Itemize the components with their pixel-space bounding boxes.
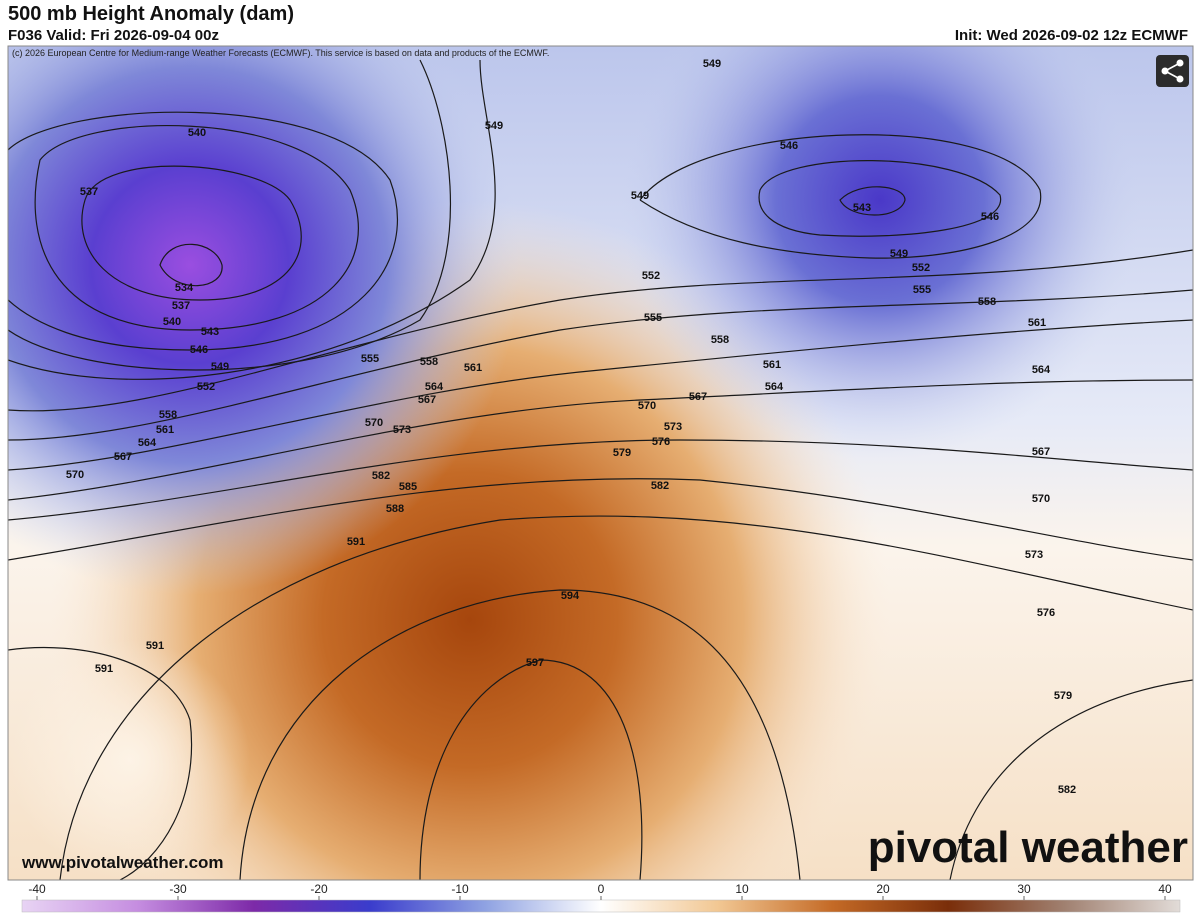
contour-label: 549: [211, 361, 229, 373]
contour-label: 570: [66, 469, 84, 481]
contour-label: 561: [763, 359, 781, 371]
contour-label: 546: [190, 344, 208, 356]
contour-labels: 5405375345375405435465495525495495495465…: [66, 58, 1076, 796]
contour-label: 543: [201, 326, 219, 338]
website: www.pivotalweather.com: [21, 853, 224, 872]
colorbar-tick-label: 40: [1158, 882, 1172, 896]
contour-label: 573: [664, 421, 682, 433]
contour-label: 582: [372, 470, 390, 482]
contour-label: 567: [114, 451, 132, 463]
contour-label: 588: [386, 503, 404, 515]
contour-label: 570: [638, 400, 656, 412]
contour-label: 567: [1032, 446, 1050, 458]
contour-label: 567: [418, 394, 436, 406]
contour-label: 567: [689, 391, 707, 403]
init-time: Init: Wed 2026-09-02 12z ECMWF: [955, 27, 1188, 44]
contour-label: 546: [780, 140, 798, 152]
contour-label: 555: [913, 284, 931, 296]
copyright: (c) 2026 European Centre for Medium-rang…: [12, 48, 549, 58]
contour-label: 561: [156, 424, 174, 436]
colorbar-tick-label: -10: [451, 882, 469, 896]
contour-label: 558: [978, 296, 996, 308]
contour-label: 546: [981, 211, 999, 223]
contour-label: 540: [188, 127, 206, 139]
contour-label: 552: [197, 381, 215, 393]
contour-label: 576: [652, 436, 670, 448]
contour-label: 594: [561, 590, 580, 602]
contour-label: 570: [1032, 493, 1050, 505]
share-button[interactable]: [1156, 55, 1189, 87]
contour-label: 582: [1058, 784, 1076, 796]
contour-label: 576: [1037, 607, 1055, 619]
colorbar-tick-label: 30: [1017, 882, 1031, 896]
contour-label: 555: [361, 353, 379, 365]
contour-label: 552: [642, 270, 660, 282]
contour-label: 534: [175, 282, 194, 294]
contour-label: 591: [95, 663, 113, 675]
contour-label: 564: [425, 381, 444, 393]
map-frame: [7, 45, 1194, 881]
contour-label: 552: [912, 262, 930, 274]
contour-label: 540: [163, 316, 181, 328]
contour-label: 573: [393, 424, 411, 436]
colorbar-tick-label: -20: [310, 882, 328, 896]
contour-label: 573: [1025, 549, 1043, 561]
contour-label: 564: [765, 381, 784, 393]
logo: pivotal weather: [868, 823, 1188, 872]
valid-time: F036 Valid: Fri 2026-09-04 00z: [8, 27, 219, 44]
contour-label: 597: [526, 657, 544, 669]
contour-label: 549: [703, 58, 721, 70]
colorbar-tick-label: 20: [876, 882, 890, 896]
contour-label: 582: [651, 480, 669, 492]
map-field: (c) 2026 European Centre for Medium-rang…: [8, 46, 1193, 880]
contour-label: 537: [172, 300, 190, 312]
colorbar-tick-label: -40: [28, 882, 46, 896]
contour-label: 543: [853, 202, 871, 214]
colorbar-tick-label: 0: [598, 882, 605, 896]
contour-label: 585: [399, 481, 417, 493]
contour-label: 561: [1028, 317, 1046, 329]
contour-label: 549: [631, 190, 649, 202]
contour-label: 591: [146, 640, 164, 652]
contours: [8, 59, 1193, 880]
contour-label: 549: [890, 248, 908, 260]
contour-label: 564: [138, 437, 157, 449]
contour-label: 558: [420, 356, 438, 368]
contour-label: 570: [365, 417, 383, 429]
colorbar-tick-label: 10: [735, 882, 749, 896]
contour-label: 537: [80, 186, 98, 198]
contour-label: 561: [464, 362, 482, 374]
title: 500 mb Height Anomaly (dam): [8, 3, 294, 25]
colorbar-ticks: -40 -30 -20 -10 0 10 20 30 40: [28, 882, 1172, 900]
contour-label: 579: [613, 447, 631, 459]
contour-label: 591: [347, 536, 365, 548]
contour-label: 549: [485, 120, 503, 132]
contour-label: 555: [644, 312, 662, 324]
contour-label: 579: [1054, 690, 1072, 702]
colorbar-tick-label: -30: [169, 882, 187, 896]
contour-label: 558: [159, 409, 177, 421]
colorbar: [21, 899, 1181, 913]
contour-label: 564: [1032, 364, 1051, 376]
contour-label: 558: [711, 334, 729, 346]
